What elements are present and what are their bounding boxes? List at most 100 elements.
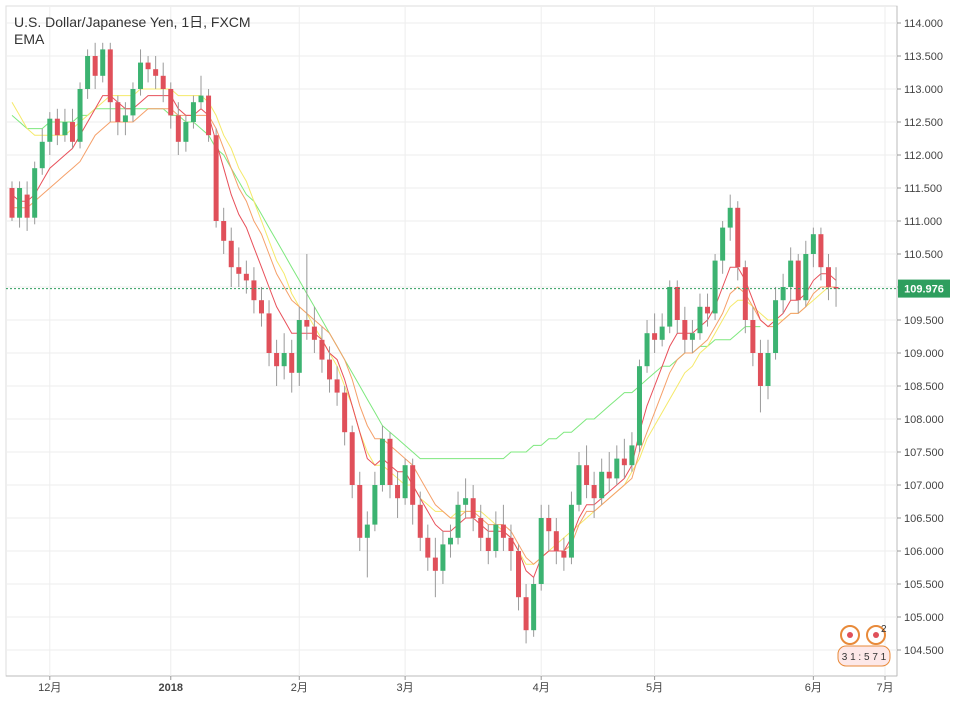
candle[interactable]: [825, 254, 831, 301]
candle[interactable]: [818, 227, 824, 281]
candle[interactable]: [478, 504, 484, 551]
candle[interactable]: [500, 504, 506, 551]
candle[interactable]: [372, 471, 378, 532]
candle[interactable]: [69, 108, 75, 149]
candle[interactable]: [636, 359, 642, 452]
candle[interactable]: [803, 240, 809, 307]
candle[interactable]: [742, 260, 748, 334]
candle[interactable]: [130, 82, 136, 122]
candle[interactable]: [440, 531, 446, 584]
candle[interactable]: [591, 471, 597, 518]
candle[interactable]: [682, 306, 688, 353]
candle[interactable]: [311, 306, 317, 353]
candle[interactable]: [92, 42, 98, 89]
symbol-title[interactable]: U.S. Dollar/Japanese Yen, 1日, FXCM: [14, 14, 251, 30]
candle[interactable]: [175, 102, 181, 155]
candle[interactable]: [584, 445, 590, 499]
notification-badge[interactable]: 2 3 1 : 5 7 1: [837, 624, 891, 667]
candle[interactable]: [795, 254, 801, 314]
candle[interactable]: [417, 491, 423, 551]
candle[interactable]: [289, 339, 295, 393]
candle[interactable]: [198, 75, 204, 109]
candle[interactable]: [77, 82, 83, 149]
candle[interactable]: [168, 82, 174, 129]
candle[interactable]: [750, 306, 756, 367]
candle[interactable]: [122, 102, 128, 136]
candle[interactable]: [659, 313, 665, 347]
candle[interactable]: [652, 313, 658, 353]
candle[interactable]: [765, 339, 771, 400]
candle[interactable]: [190, 95, 196, 129]
candle[interactable]: [773, 287, 779, 360]
candle[interactable]: [258, 287, 264, 327]
candle[interactable]: [531, 577, 537, 637]
candle[interactable]: [304, 254, 310, 340]
candle[interactable]: [576, 452, 582, 512]
candle[interactable]: [425, 524, 431, 571]
candle[interactable]: [24, 181, 30, 231]
candle[interactable]: [432, 537, 438, 598]
candle[interactable]: [485, 524, 491, 565]
candle[interactable]: [379, 425, 385, 492]
candle[interactable]: [470, 485, 476, 532]
candle[interactable]: [62, 108, 68, 142]
candle[interactable]: [606, 452, 612, 492]
candle[interactable]: [463, 478, 469, 518]
candle[interactable]: [296, 306, 302, 386]
candle[interactable]: [138, 49, 144, 96]
candle[interactable]: [455, 491, 461, 545]
candle[interactable]: [697, 293, 703, 340]
candle[interactable]: [153, 56, 159, 89]
candle[interactable]: [720, 221, 726, 274]
candle[interactable]: [614, 445, 620, 485]
candle[interactable]: [553, 518, 559, 565]
candle[interactable]: [447, 524, 453, 558]
candle[interactable]: [629, 432, 635, 472]
candle[interactable]: [327, 346, 333, 393]
candle[interactable]: [266, 300, 272, 367]
candle[interactable]: [561, 537, 567, 571]
candle[interactable]: [667, 280, 673, 334]
candle[interactable]: [410, 458, 416, 525]
candle[interactable]: [516, 544, 522, 611]
candle[interactable]: [727, 194, 733, 241]
candle[interactable]: [319, 326, 325, 373]
candle[interactable]: [145, 56, 151, 83]
candle[interactable]: [599, 458, 605, 505]
candle[interactable]: [160, 62, 166, 103]
candle[interactable]: [493, 511, 499, 558]
candle[interactable]: [100, 42, 106, 83]
candle[interactable]: [387, 432, 393, 499]
candle[interactable]: [402, 458, 408, 505]
candle[interactable]: [833, 267, 839, 307]
candle[interactable]: [206, 89, 212, 142]
candle[interactable]: [674, 280, 680, 334]
candle[interactable]: [32, 161, 38, 225]
candle[interactable]: [712, 254, 718, 320]
candle[interactable]: [274, 339, 280, 386]
candle[interactable]: [54, 108, 60, 146]
candle[interactable]: [705, 293, 711, 327]
candle[interactable]: [115, 95, 121, 136]
candle[interactable]: [644, 320, 650, 373]
candle[interactable]: [85, 49, 91, 99]
candle[interactable]: [213, 128, 219, 228]
candle[interactable]: [689, 320, 695, 353]
candle[interactable]: [364, 511, 370, 578]
candle[interactable]: [9, 181, 15, 221]
candle[interactable]: [546, 504, 552, 551]
candle[interactable]: [17, 181, 23, 228]
candle[interactable]: [735, 201, 741, 281]
candle[interactable]: [357, 471, 363, 551]
candle[interactable]: [47, 112, 53, 155]
indicator-label[interactable]: EMA: [14, 31, 45, 47]
candle[interactable]: [349, 425, 355, 499]
candle[interactable]: [538, 504, 544, 591]
candle[interactable]: [395, 471, 401, 518]
candle[interactable]: [281, 333, 287, 380]
candle[interactable]: [780, 273, 786, 314]
candle[interactable]: [251, 267, 257, 314]
candle[interactable]: [228, 227, 234, 287]
